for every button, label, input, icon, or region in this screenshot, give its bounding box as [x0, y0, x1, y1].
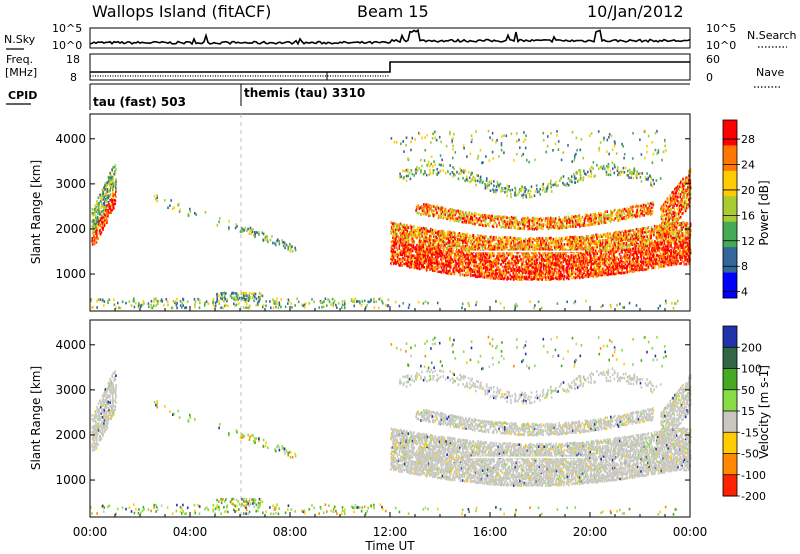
power-cbar-label: Power [dB] [757, 180, 771, 245]
power-panel: 1000 2000 3000 4000 Slant Range [km] 28 24 20… [29, 113, 771, 312]
colorbar-tick-label: 4 [741, 286, 748, 299]
nsearch-label: N.Search [747, 29, 797, 42]
y-tick-label: 4000 [55, 132, 86, 146]
colorbar-swatch [723, 145, 737, 172]
x-axis: 00:00 04:00 08:00 12:00 16:00 20:00 00:00 [73, 306, 708, 539]
colorbar-swatch [723, 170, 737, 197]
colorbar-swatch [723, 247, 737, 274]
colorbar-swatch [723, 347, 737, 369]
colorbar-tick-label: 12 [741, 235, 755, 248]
nave-label: Nave [756, 66, 784, 79]
velocity-colorbar: 200 100 50 15 -15 -50 -100 -200 [722, 325, 766, 503]
colorbar-swatch [723, 196, 737, 223]
power-colorbar: 28 24 20 16 12 8 4 [722, 119, 755, 299]
colorbar-swatch [723, 389, 737, 412]
colorbar-tick-label: 8 [741, 260, 748, 273]
y-tick-label: 1000 [55, 267, 86, 281]
power-ylabel: Slant Range [km] [29, 160, 43, 264]
nsky-tick-lo: 10^0 [52, 39, 82, 52]
nsearch-tick-lo: 10^0 [706, 39, 736, 52]
freq-unit: [MHz] [5, 66, 37, 79]
colorbar-tick-label: -100 [741, 469, 766, 482]
colorbar-tick-label: -15 [741, 426, 759, 439]
y-tick-label: 1000 [55, 473, 86, 487]
x-tick-label: 04:00 [173, 525, 208, 539]
velocity-cbar-label: Velocity [m s-1] [757, 365, 771, 459]
colorbar-swatch [723, 453, 737, 476]
velocity-panel: 1000 2000 3000 4000 Slant Range [km] 200 100… [29, 319, 771, 518]
power-scatter [90, 129, 692, 310]
plot-title: Wallops Island (fitACF) [92, 2, 271, 21]
velocity-scatter [90, 335, 692, 516]
colorbar-swatch [723, 411, 737, 433]
colorbar-tick-label: 16 [741, 209, 755, 222]
cpid-label: CPID [8, 89, 37, 102]
colorbar-swatch [723, 221, 737, 248]
nave-trace [90, 61, 690, 73]
y-tick-label: 4000 [55, 338, 86, 352]
nsky-label: N.Sky [4, 33, 36, 46]
colorbar-swatch [723, 474, 737, 497]
colorbar-swatch [723, 432, 737, 454]
nsky-panel: N.Sky 10^5 10^0 10^5 10^0 N.Search [4, 22, 797, 52]
colorbar-tick-label: -50 [741, 448, 759, 461]
power-yticks: 1000 2000 3000 4000 [55, 132, 690, 281]
freq-tick-hi: 18 [66, 53, 80, 66]
colorbar-tick-label: 50 [741, 384, 755, 397]
x-axis-label: Time UT [364, 539, 415, 553]
cpid-row: CPID tau (fast) 503 themis (tau) 3310 [6, 83, 690, 110]
colorbar-swatch [723, 368, 737, 391]
x-tick-label: 20:00 [573, 525, 608, 539]
colorbar-tick-label: 20 [741, 184, 755, 197]
beam-label: Beam 15 [357, 2, 429, 21]
nave-tick-hi: 60 [706, 53, 720, 66]
colorbar-tick-label: 100 [741, 363, 762, 376]
date-label: 10/Jan/2012 [587, 2, 684, 21]
cpid-entry-0: tau (fast) 503 [93, 95, 186, 109]
y-tick-label: 3000 [55, 177, 86, 191]
colorbar-tick-label: 28 [741, 133, 755, 146]
colorbar-tick-label: -200 [741, 490, 766, 503]
colorbar-tick-label: 200 [741, 341, 762, 354]
nave-tick-lo: 0 [706, 71, 713, 84]
velocity-yticks: 1000 2000 3000 4000 [55, 338, 690, 487]
freq-panel: Freq. [MHz] 18 8 60 0 Nave [5, 53, 784, 88]
x-tick-label: 00:00 [73, 525, 108, 539]
colorbar-swatch [723, 120, 737, 146]
colorbar-swatch [723, 326, 737, 348]
freq-tick-lo: 8 [70, 71, 77, 84]
freq-label: Freq. [6, 53, 33, 66]
cpid-entry-1: themis (tau) 3310 [244, 86, 365, 100]
x-tick-label: 00:00 [673, 525, 708, 539]
colorbar-swatch [723, 272, 737, 299]
velocity-ylabel: Slant Range [km] [29, 366, 43, 470]
nsky-tick-hi: 10^5 [52, 22, 82, 35]
y-tick-label: 2000 [55, 222, 86, 236]
y-tick-label: 2000 [55, 428, 86, 442]
nsearch-tick-hi: 10^5 [706, 22, 736, 35]
x-tick-label: 08:00 [273, 525, 308, 539]
nsky-trace [89, 28, 691, 46]
y-tick-label: 3000 [55, 383, 86, 397]
colorbar-tick-label: 24 [741, 159, 755, 172]
x-tick-label: 12:00 [373, 525, 408, 539]
colorbar-tick-label: 15 [741, 405, 755, 418]
x-tick-label: 16:00 [473, 525, 508, 539]
